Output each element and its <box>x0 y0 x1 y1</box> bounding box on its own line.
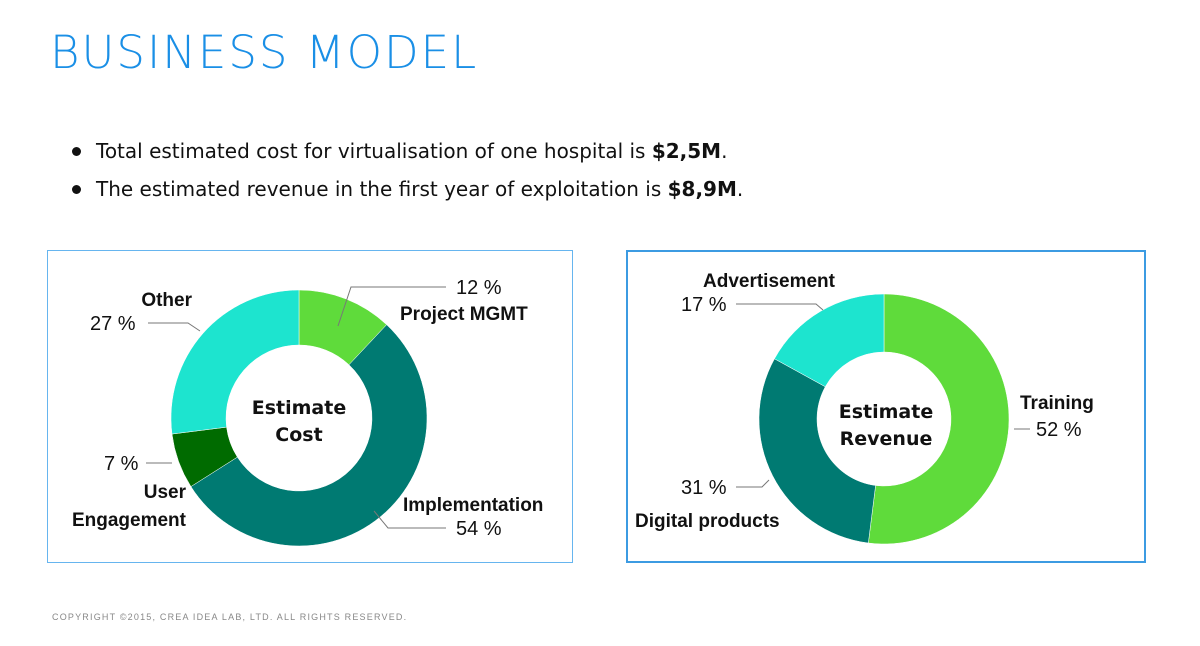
bullet-item-cost: Total estimated cost for virtualisation … <box>72 132 743 170</box>
bullet-list: Total estimated cost for virtualisation … <box>72 132 743 208</box>
bullet-dot-icon <box>72 147 81 156</box>
bullet-text: The estimated revenue in the first year … <box>96 177 668 201</box>
label-project-mgmt: Project MGMT <box>400 304 528 325</box>
cost-donut-chart: Estimate Cost 12 % Project MGMT Implemen… <box>72 277 543 547</box>
leader-line-advertisement <box>736 303 824 311</box>
label-training: Training <box>1020 393 1094 414</box>
bullet-item-revenue: The estimated revenue in the first year … <box>72 170 743 208</box>
copyright-footer: COPYRIGHT ©2015, CREA IDEA LAB, LTD. ALL… <box>52 612 408 622</box>
bullet-value: $8,9M <box>667 177 737 201</box>
bullet-dot-icon <box>72 185 81 194</box>
leader-line-project-mgmt <box>337 286 446 327</box>
bullet-end: . <box>736 177 744 201</box>
label-user-engagement-line2: Engagement <box>72 510 187 531</box>
pct-label-training: 52 % <box>1036 419 1082 441</box>
cost-center-label-2: Cost <box>275 424 322 446</box>
pct-label-other: 27 % <box>90 313 136 335</box>
revenue-slices <box>758 293 1010 545</box>
cost-slice-implementation <box>190 324 428 547</box>
pct-label-implementation: 54 % <box>456 518 502 540</box>
pct-label-digital-products: 31 % <box>681 477 727 499</box>
cost-center-label-1: Estimate <box>252 397 346 419</box>
revenue-slice-digital-products <box>758 358 876 544</box>
revenue-slice-training <box>868 293 1010 545</box>
revenue-donut-chart: Estimate Revenue Advertisement 17 % Trai… <box>635 271 1094 545</box>
revenue-chart-panel: Estimate Revenue Advertisement 17 % Trai… <box>626 250 1146 563</box>
label-advertisement: Advertisement <box>703 271 836 292</box>
slide-title: BUSINESS MODEL <box>50 26 479 79</box>
cost-chart-panel: Estimate Cost 12 % Project MGMT Implemen… <box>47 250 573 563</box>
leader-line-implementation <box>373 510 446 529</box>
label-user-engagement-line1: User <box>144 482 187 503</box>
pct-label-advertisement: 17 % <box>681 294 727 316</box>
cost-slice-other <box>170 289 300 435</box>
revenue-center-label-2: Revenue <box>840 428 933 450</box>
bullet-text: Total estimated cost for virtualisation … <box>96 139 652 163</box>
cost-slices <box>170 289 428 547</box>
label-other: Other <box>141 290 192 311</box>
bullet-end: . <box>721 139 728 163</box>
leader-line-other <box>148 322 201 332</box>
revenue-slice-advertisement <box>774 293 885 388</box>
label-implementation: Implementation <box>403 495 543 516</box>
bullet-value: $2,5M <box>651 139 722 163</box>
revenue-center-label-1: Estimate <box>839 401 933 423</box>
leader-line-digital-products <box>736 479 770 488</box>
pct-label-user-engagement: 7 % <box>104 453 139 475</box>
pct-label-project-mgmt: 12 % <box>456 277 502 299</box>
label-digital-products: Digital products <box>635 511 780 532</box>
